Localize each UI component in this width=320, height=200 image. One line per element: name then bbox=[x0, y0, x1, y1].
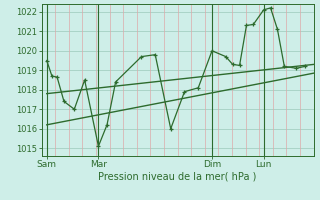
X-axis label: Pression niveau de la mer( hPa ): Pression niveau de la mer( hPa ) bbox=[99, 172, 257, 182]
